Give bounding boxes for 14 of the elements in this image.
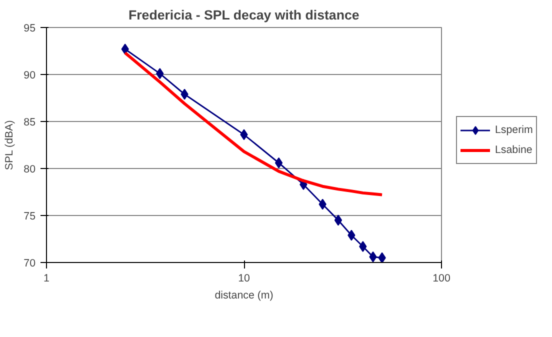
- x-tick-label: 1: [44, 272, 50, 284]
- x-tick-label: 10: [238, 272, 250, 284]
- y-tick-label: 75: [24, 210, 36, 222]
- x-tick-label: 100: [432, 272, 450, 284]
- y-tick-label: 85: [24, 116, 36, 128]
- y-axis-title: SPL (dBA): [4, 120, 16, 170]
- legend-label: Lsabine: [495, 144, 532, 156]
- x-axis-title: distance (m): [214, 290, 274, 302]
- y-tick-label: 95: [24, 22, 36, 34]
- y-tick-label: 90: [24, 70, 36, 82]
- y-tick-label: 70: [24, 258, 36, 270]
- legend-label: Lsperim: [495, 124, 533, 136]
- y-tick-label: 80: [24, 164, 36, 176]
- chart-title: Fredericia - SPL decay with distance: [128, 8, 360, 22]
